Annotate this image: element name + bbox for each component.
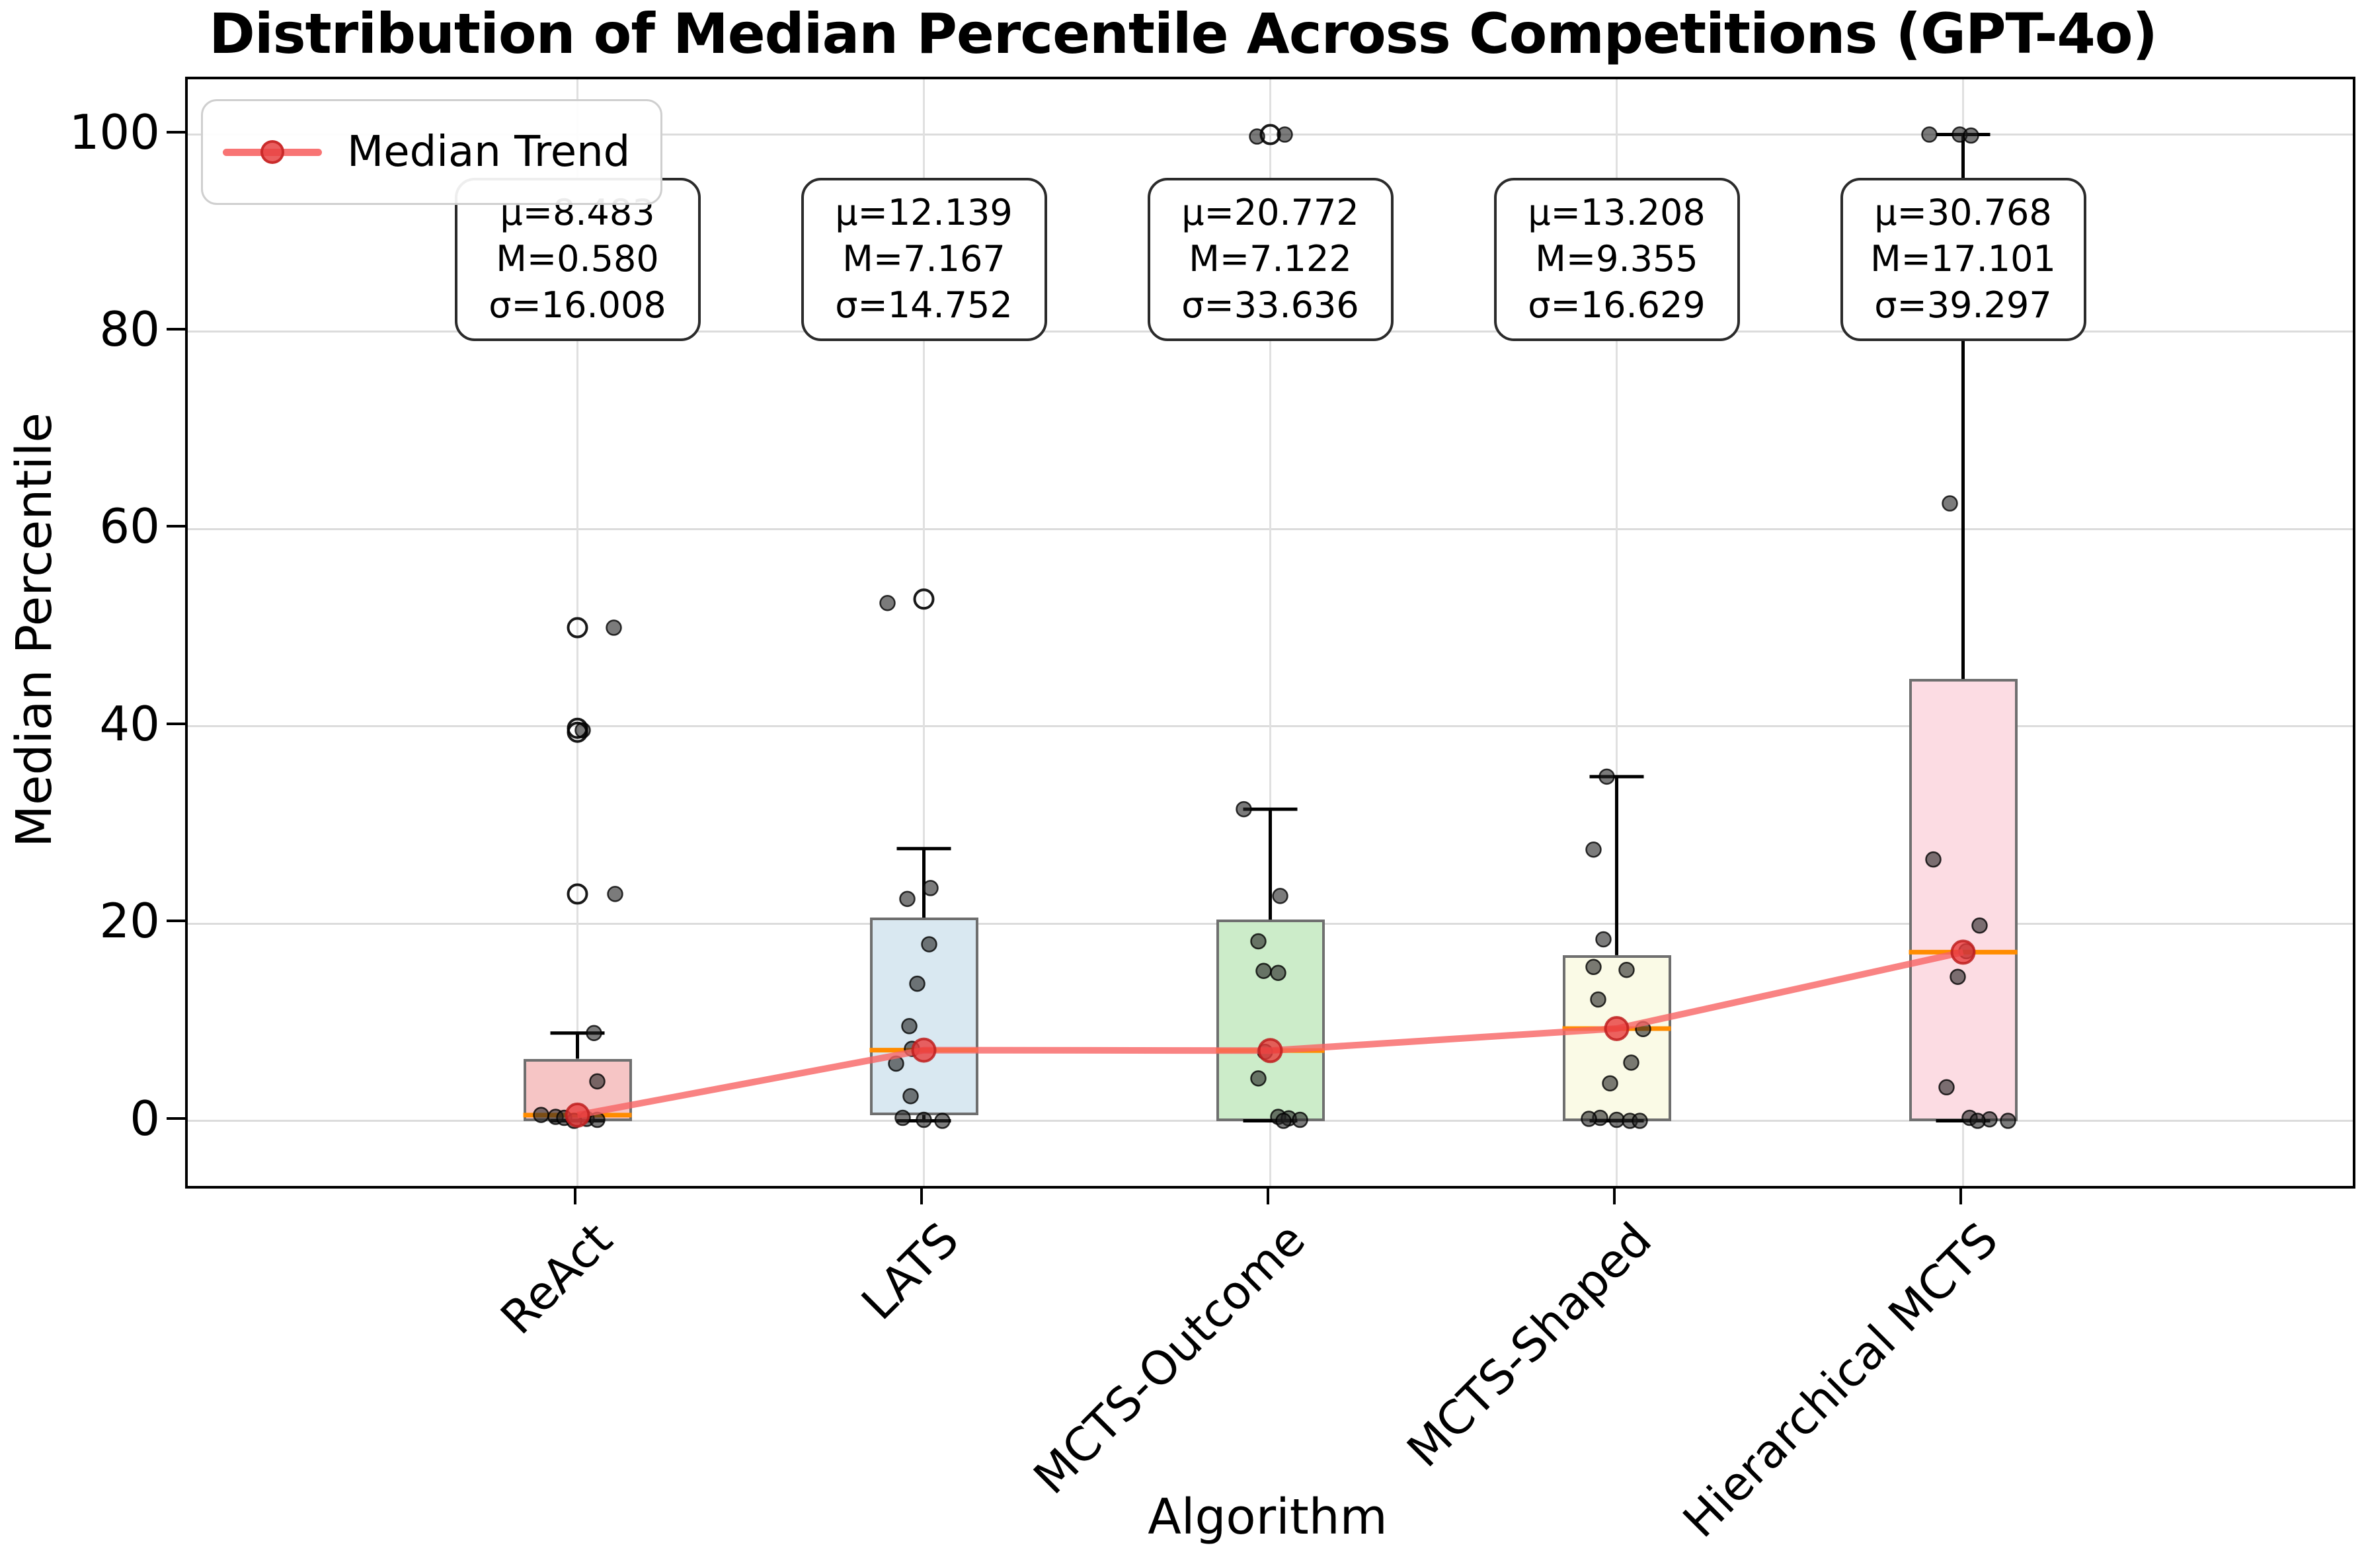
trend-marker-icon (260, 140, 284, 164)
plot-area: Median Trend μ=8.483 M=0.580 σ=16.008 μ=12.… (185, 77, 2355, 1189)
boxplot-box (1216, 920, 1325, 1121)
v-gridline (1269, 79, 1271, 1186)
chart-title: Distribution of Median Percentile Across… (209, 1, 2158, 66)
x-tick (920, 1186, 923, 1204)
y-tick-label: 60 (99, 498, 160, 555)
v-gridline (1616, 79, 1618, 1186)
data-point (1598, 768, 1615, 785)
y-tick (167, 1117, 185, 1120)
y-tick-label: 100 (69, 104, 160, 160)
x-tick-label-react: ReAct (490, 1212, 623, 1345)
data-point (922, 880, 939, 896)
stats-box: μ=12.139 M=7.167 σ=14.752 (801, 178, 1047, 341)
y-axis-label: Median Percentile (6, 412, 63, 847)
stats-line: μ=20.772 (1181, 192, 1359, 233)
x-tick (1959, 1186, 1962, 1204)
boxplot-box (869, 918, 978, 1115)
data-point (607, 886, 623, 902)
data-point (1585, 841, 1602, 858)
y-tick (167, 130, 185, 134)
y-tick (167, 722, 185, 725)
y-tick-label: 40 (99, 695, 160, 752)
boxplot-box (1562, 955, 1671, 1121)
data-point (586, 1025, 602, 1041)
data-point (879, 594, 896, 611)
data-point (1595, 931, 1612, 948)
x-tick (1266, 1186, 1269, 1204)
y-tick (167, 525, 185, 528)
x-tick (573, 1186, 576, 1204)
x-tick-label-mcts-outcome: MCTS-Outcome (1023, 1212, 1316, 1505)
stats-box: μ=13.208 M=9.355 σ=16.629 (1493, 178, 1740, 341)
stats-line: σ=16.008 (489, 284, 666, 327)
x-tick (1612, 1186, 1616, 1204)
legend: Median Trend (201, 99, 663, 205)
stats-line: M=7.167 (842, 238, 1006, 280)
trend-line-icon (223, 140, 322, 164)
stats-line: σ=16.629 (1528, 284, 1706, 327)
stats-line: σ=14.752 (835, 284, 1013, 327)
stats-box: μ=20.772 M=7.122 σ=33.636 (1147, 178, 1394, 341)
y-tick-label: 0 (130, 1090, 160, 1146)
v-gridline (923, 79, 925, 1186)
stats-line: μ=30.768 (1874, 192, 2052, 233)
stats-line: σ=39.297 (1874, 284, 2052, 327)
y-tick-label: 80 (99, 301, 160, 357)
stats-line: M=9.355 (1535, 238, 1698, 280)
stats-box: μ=30.768 M=17.101 σ=39.297 (1840, 178, 2086, 341)
x-axis-label: Algorithm (1148, 1489, 1388, 1546)
legend-label: Median Trend (347, 128, 631, 176)
y-tick (167, 327, 185, 331)
stats-line: M=7.122 (1189, 238, 1352, 280)
stats-line: σ=33.636 (1181, 284, 1359, 327)
data-point (1272, 888, 1288, 904)
data-point (606, 619, 622, 636)
boxplot-box (1909, 679, 2018, 1121)
stats-line: μ=12.139 (835, 192, 1013, 233)
data-point (899, 890, 916, 908)
stats-line: μ=13.208 (1528, 192, 1706, 233)
y-tick-label: 20 (99, 893, 160, 949)
data-point (1236, 801, 1252, 818)
boxplot-box (523, 1058, 632, 1121)
x-tick-label-mcts-shaped: MCTS-Shaped (1396, 1212, 1662, 1478)
data-point (1249, 128, 1265, 145)
x-tick-label-lats: LATS (851, 1212, 969, 1331)
stats-line: M=0.580 (496, 238, 659, 280)
data-point (1942, 495, 1958, 512)
stats-line: M=17.101 (1870, 238, 2056, 280)
y-tick (167, 920, 185, 923)
